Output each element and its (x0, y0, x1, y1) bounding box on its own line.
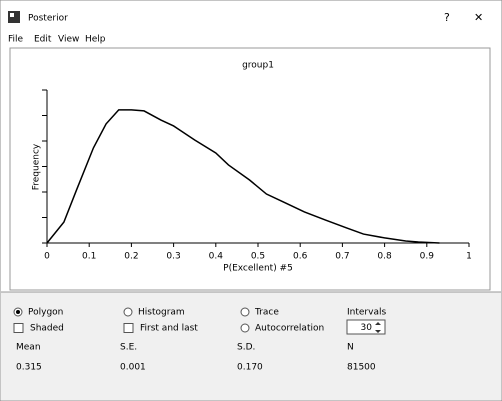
radio-button[interactable] (123, 307, 133, 317)
radio-label[interactable]: Histogram (138, 308, 185, 318)
x-tick-label: 0.6 (293, 252, 308, 262)
radio-label[interactable]: Polygon (28, 308, 63, 318)
intervals-label: Intervals (347, 308, 386, 318)
radio-dot (16, 310, 20, 314)
stat-value: 0.170 (237, 363, 263, 373)
close-button[interactable]: ✕ (474, 11, 483, 24)
frequency-line (46, 109, 440, 244)
spinner-arrows[interactable] (375, 322, 381, 333)
stat-header: N (347, 343, 354, 353)
stat-header: Mean (16, 343, 41, 353)
x-tick-label: 0.4 (209, 252, 224, 262)
stat-header: S.E. (120, 343, 137, 353)
menu-item[interactable]: View (58, 35, 79, 45)
app-icon-detail (10, 13, 14, 17)
x-tick-label: 0 (44, 252, 50, 262)
stat-value: 0.315 (16, 363, 42, 373)
x-tick-label: 0.5 (251, 252, 265, 262)
menu-item[interactable]: Help (85, 35, 106, 45)
x-tick-label: 0.9 (420, 252, 435, 262)
radio-button[interactable] (240, 307, 250, 317)
checkbox-label[interactable]: Shaded (30, 324, 64, 334)
x-tick-label: 0.2 (124, 252, 138, 262)
stat-value: 0.001 (120, 363, 146, 373)
x-tick-label: 1 (466, 252, 472, 262)
stat-header: S.D. (237, 343, 255, 353)
x-tick-label: 0.7 (335, 252, 349, 262)
window-title: Posterior (28, 14, 68, 24)
x-tick-label: 0.8 (377, 252, 392, 262)
x-tick-label: 0.1 (82, 252, 96, 262)
x-axis-label: P(Excellent) #5 (223, 264, 293, 274)
chart-title: group1 (242, 61, 274, 71)
radio-label[interactable]: Autocorrelation (255, 324, 324, 334)
intervals-value[interactable]: 30 (361, 323, 373, 333)
control-panel (1, 292, 501, 400)
stat-value: 81500 (347, 363, 376, 373)
x-tick-label: 0.3 (166, 252, 180, 262)
checkbox-label[interactable]: First and last (140, 324, 198, 334)
radio-label[interactable]: Trace (254, 308, 279, 318)
checkbox[interactable] (123, 323, 134, 333)
menu-item[interactable]: File (8, 35, 24, 45)
radio-button[interactable] (240, 323, 250, 333)
y-axis-label: Frequency (32, 143, 42, 190)
chart-frame (9, 47, 491, 291)
help-button[interactable]: ? (444, 11, 450, 24)
menu-item[interactable]: Edit (34, 35, 52, 45)
checkbox[interactable] (13, 323, 24, 333)
